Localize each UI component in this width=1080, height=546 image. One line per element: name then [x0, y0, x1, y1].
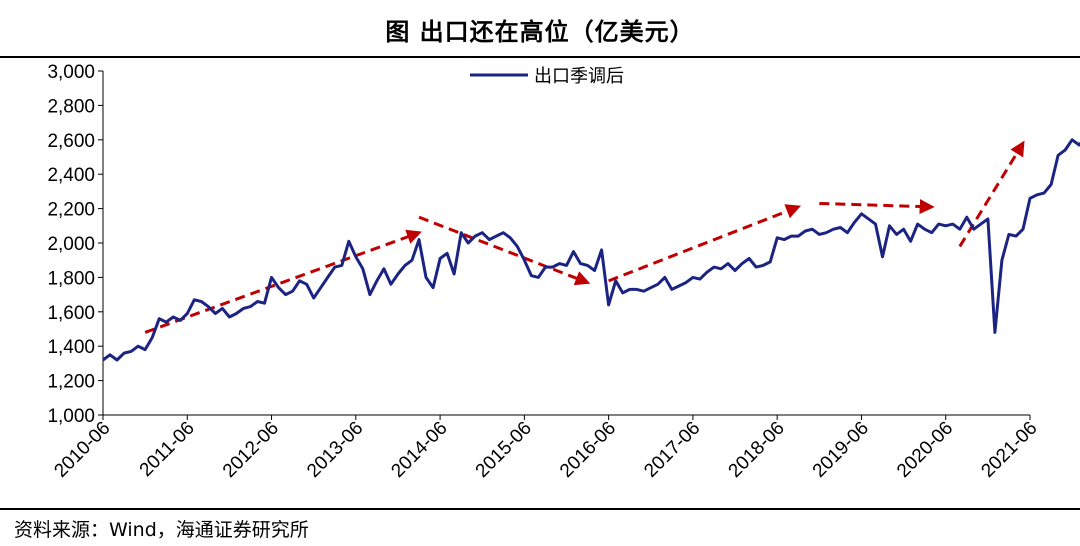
x-tick-label: 2018-06 — [725, 418, 789, 482]
x-tick-label: 2014-06 — [387, 418, 451, 482]
y-tick-label: 1,200 — [47, 372, 95, 393]
trend-arrow — [144, 229, 422, 334]
x-tick-label: 2011-06 — [136, 418, 199, 481]
trend-arrow — [958, 140, 1025, 248]
y-tick-label: 1,000 — [47, 406, 95, 427]
x-tick-label: 2021-06 — [977, 418, 1041, 482]
x-tick-label: 2015-06 — [472, 418, 536, 482]
chart-axes: 1,000 1,200 1,400 1,600 1,800 2,000 2,200 2,400… — [47, 62, 1041, 482]
x-tick-label: 2016-06 — [556, 418, 620, 482]
x-tick-label: 2020-06 — [893, 418, 957, 482]
x-tick-label: 2010-06 — [50, 418, 114, 482]
trend-arrow — [819, 199, 935, 215]
legend: 出口季调后 — [470, 66, 624, 86]
y-tick-label: 2,800 — [47, 96, 95, 117]
source-bar: 资料来源：Wind，海通证券研究所 — [0, 508, 1080, 546]
trend-arrow — [608, 204, 802, 283]
y-tick-label: 3,000 — [47, 62, 95, 83]
line-chart: 1,000 1,200 1,400 1,600 1,800 2,000 2,200 2,400… — [47, 62, 1080, 482]
chart-title: 图 出口还在高位（亿美元） — [385, 18, 695, 46]
x-tick-label: 2017-06 — [640, 418, 704, 482]
legend-label: 出口季调后 — [534, 66, 624, 86]
y-tick-label: 2,600 — [47, 131, 95, 152]
x-tick-label: 2019-06 — [809, 418, 873, 482]
series-line — [102, 138, 1080, 362]
series-layer — [102, 138, 1080, 362]
trend-arrow — [418, 215, 591, 286]
x-tick-label: 2012-06 — [219, 418, 283, 482]
title-bar: 图 出口还在高位（亿美元） — [0, 0, 1080, 58]
trend-arrows — [144, 140, 1025, 334]
y-tick-label: 1,600 — [47, 303, 95, 324]
source-note: 资料来源：Wind，海通证券研究所 — [14, 519, 309, 541]
y-tick-label: 1,400 — [47, 337, 95, 358]
x-tick-label: 2013-06 — [303, 418, 367, 482]
y-tick-label: 2,400 — [47, 165, 95, 186]
y-tick-label: 2,200 — [47, 200, 95, 221]
y-tick-label: 2,000 — [47, 234, 95, 255]
y-tick-label: 1,800 — [47, 268, 95, 289]
